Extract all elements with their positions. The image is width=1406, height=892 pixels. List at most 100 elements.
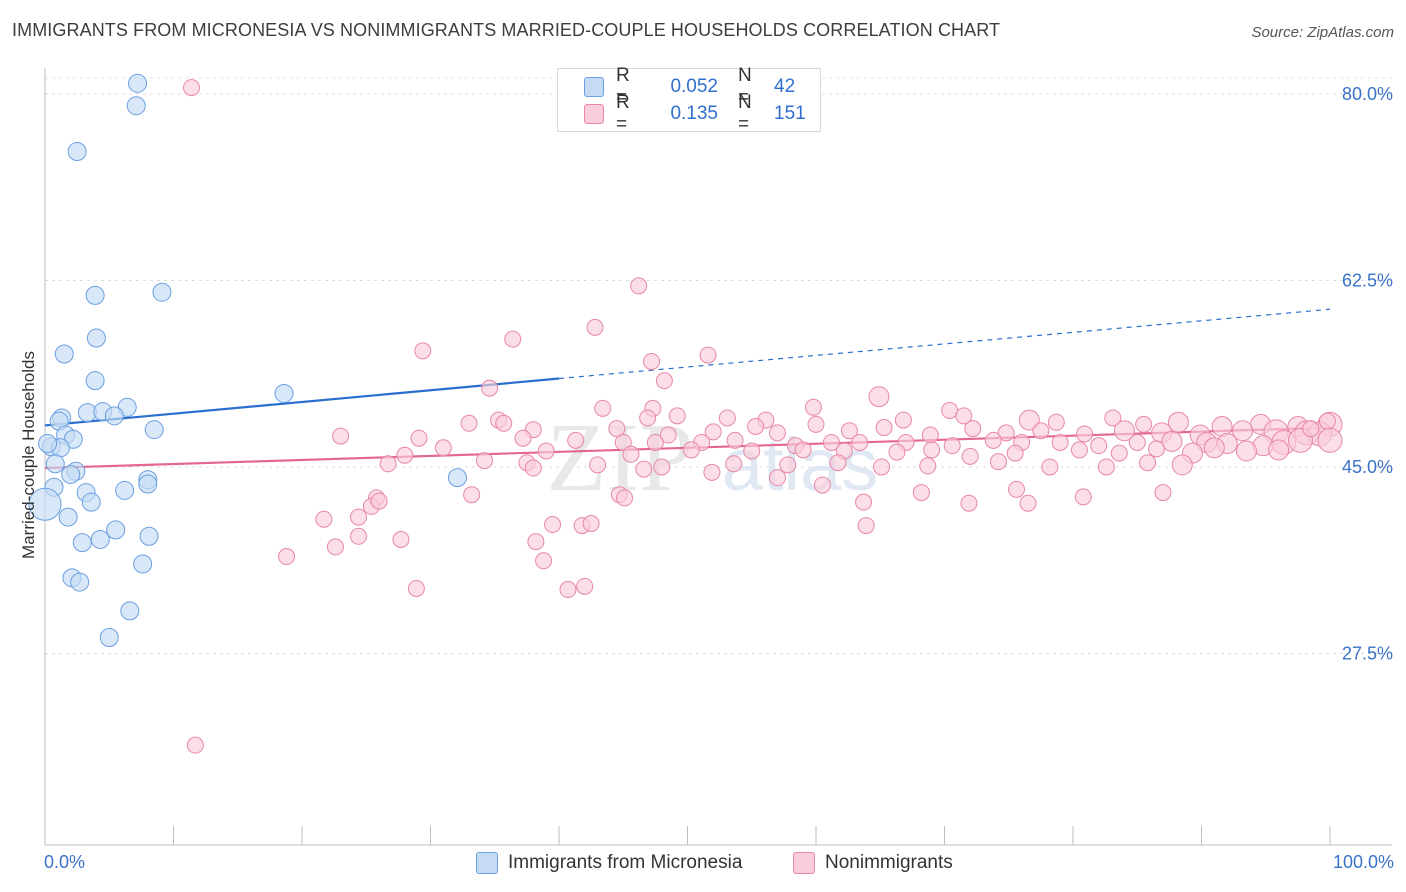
point-micronesia — [70, 572, 90, 592]
point-micronesia — [106, 520, 126, 540]
point-nonimmigrants — [278, 548, 296, 566]
point-nonimmigrants — [589, 456, 607, 474]
legend-swatch-blue — [476, 852, 498, 874]
point-nonimmigrants — [1203, 437, 1225, 459]
point-nonimmigrants — [912, 484, 930, 502]
point-nonimmigrants — [989, 453, 1007, 471]
point-nonimmigrants — [703, 463, 721, 481]
point-nonimmigrants — [888, 443, 906, 461]
legend-row-nonimmigrants: R = 0.135 N = 151 — [558, 92, 806, 135]
legend-bottom: Immigrants from Micronesia Nonimmigrants — [0, 852, 1406, 878]
y-tick-labels: 80.0% 62.5% 45.0% 27.5% — [1342, 84, 1393, 664]
point-nonimmigrants — [1135, 415, 1153, 433]
point-nonimmigrants — [857, 517, 875, 535]
point-nonimmigrants — [1302, 420, 1320, 438]
point-micronesia — [128, 73, 148, 93]
legend-swatch-pink — [584, 104, 604, 124]
point-nonimmigrants — [1113, 420, 1135, 442]
point-nonimmigrants — [332, 427, 350, 445]
point-nonimmigrants — [407, 579, 425, 597]
point-nonimmigrants — [1104, 409, 1122, 427]
legend-item-nonimmigrants: Nonimmigrants — [793, 852, 953, 874]
point-micronesia — [54, 344, 74, 364]
point-nonimmigrants — [1268, 439, 1290, 461]
point-nonimmigrants — [1006, 444, 1024, 462]
point-nonimmigrants — [804, 398, 822, 416]
point-nonimmigrants — [851, 433, 869, 451]
point-nonimmigrants — [1051, 433, 1069, 451]
point-nonimmigrants — [434, 439, 452, 457]
point-nonimmigrants — [873, 458, 891, 476]
point-nonimmigrants — [659, 426, 677, 444]
point-nonimmigrants — [1007, 480, 1025, 498]
point-nonimmigrants — [655, 372, 673, 390]
point-nonimmigrants — [919, 457, 937, 475]
point-micronesia — [133, 554, 153, 574]
y-tick-label: 45.0% — [1342, 457, 1393, 477]
source-label: Source: ZipAtlas.com — [1251, 24, 1394, 41]
point-nonimmigrants — [370, 492, 388, 510]
point-micronesia — [85, 371, 105, 391]
point-micronesia — [99, 628, 119, 648]
point-nonimmigrants — [1139, 454, 1157, 472]
point-nonimmigrants — [668, 407, 686, 425]
legend-r-value: 0.135 — [670, 103, 718, 124]
point-nonimmigrants — [718, 409, 736, 427]
point-nonimmigrants — [622, 445, 640, 463]
legend-n-value: 151 — [774, 103, 806, 124]
point-nonimmigrants — [779, 456, 797, 474]
legend-r-value: 0.052 — [670, 76, 718, 97]
point-nonimmigrants — [829, 454, 847, 472]
legend-n-value: 42 — [774, 76, 796, 97]
legend-label-nonimmigrants: Nonimmigrants — [825, 852, 953, 873]
point-nonimmigrants — [639, 409, 657, 427]
point-nonimmigrants — [984, 431, 1002, 449]
point-nonimmigrants — [768, 424, 786, 442]
point-nonimmigrants — [582, 514, 600, 532]
point-nonimmigrants — [875, 419, 893, 437]
point-nonimmigrants — [997, 424, 1015, 442]
point-nonimmigrants — [463, 486, 481, 504]
point-nonimmigrants — [635, 460, 653, 478]
point-nonimmigrants — [1171, 454, 1193, 476]
point-nonimmigrants — [567, 431, 585, 449]
legend-n-label: N = — [738, 92, 752, 135]
legend-item-micronesia: Immigrants from Micronesia — [476, 852, 742, 874]
point-nonimmigrants — [315, 510, 333, 528]
point-nonimmigrants — [921, 426, 939, 444]
point-nonimmigrants — [614, 433, 632, 451]
point-micronesia — [115, 480, 135, 500]
point-nonimmigrants — [941, 402, 959, 420]
point-nonimmigrants — [460, 414, 478, 432]
y-tick-label: 62.5% — [1342, 270, 1393, 290]
point-nonimmigrants — [1090, 437, 1108, 455]
legend-swatch-blue — [584, 77, 604, 97]
point-nonimmigrants — [1161, 430, 1183, 452]
point-nonimmigrants — [1110, 444, 1128, 462]
point-micronesia — [138, 474, 158, 494]
y-tick-label: 80.0% — [1342, 84, 1393, 104]
point-nonimmigrants — [1018, 409, 1040, 431]
point-nonimmigrants — [704, 423, 722, 441]
point-micronesia — [144, 420, 164, 440]
point-nonimmigrants — [1317, 427, 1343, 453]
point-nonimmigrants — [630, 277, 648, 295]
point-nonimmigrants — [813, 476, 831, 494]
legend-r-label: R = — [616, 92, 630, 135]
point-nonimmigrants — [1167, 411, 1189, 433]
point-nonimmigrants — [1318, 412, 1336, 430]
point-nonimmigrants — [807, 415, 825, 433]
x-tick-label-max: 100.0% — [1332, 852, 1394, 872]
point-micronesia — [38, 434, 58, 454]
point-nonimmigrants — [616, 489, 634, 507]
point-nonimmigrants — [326, 538, 344, 556]
point-micronesia — [61, 464, 81, 484]
point-nonimmigrants — [894, 411, 912, 429]
point-micronesia — [90, 529, 110, 549]
point-nonimmigrants — [1154, 484, 1172, 502]
point-nonimmigrants — [855, 493, 873, 511]
legend-stats: R = 0.052 N = 42 R = 0.135 N = 151 — [557, 65, 821, 135]
point-micronesia — [152, 282, 172, 302]
point-nonimmigrants — [350, 508, 368, 526]
